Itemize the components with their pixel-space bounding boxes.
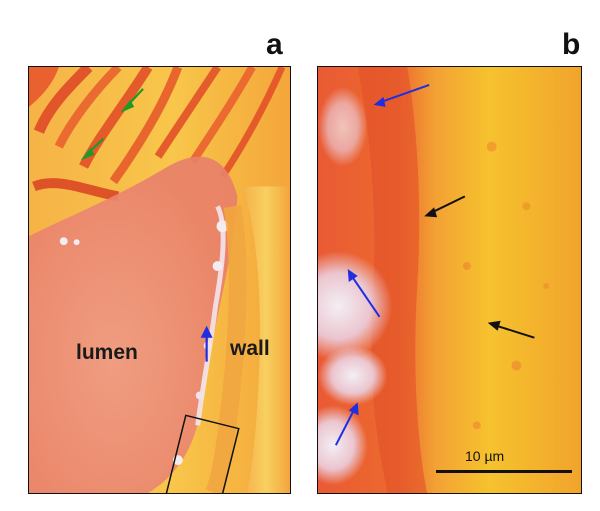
scale-bar — [436, 470, 572, 473]
blue-arrow-panel-a — [200, 325, 213, 362]
black-arrow-b1 — [424, 195, 466, 218]
lumen-label: lumen — [76, 341, 138, 364]
panel-a-micrograph — [28, 66, 291, 494]
blue-arrow-b2 — [347, 269, 381, 318]
blue-arrow-b1 — [373, 83, 430, 107]
panel-a-letter: a — [266, 28, 283, 61]
black-arrow-b2 — [487, 320, 535, 339]
green-arrow-1 — [120, 88, 144, 113]
wall-label: wall — [230, 337, 270, 360]
scale-bar-label: 10 µm — [465, 448, 505, 464]
panel-b-image — [318, 67, 581, 493]
panel-b-micrograph — [317, 66, 582, 494]
panel-b-letter: b — [562, 28, 581, 61]
blue-arrow-b3 — [334, 402, 359, 446]
green-arrow-2 — [80, 137, 105, 161]
panel-a-image — [29, 67, 290, 493]
